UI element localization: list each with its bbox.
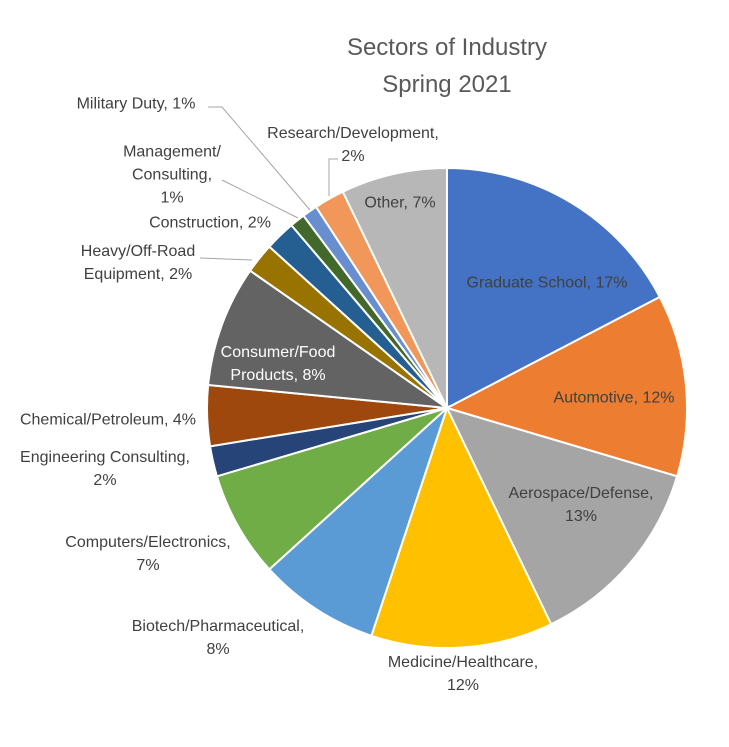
leader-line-military (208, 106, 311, 211)
label-line: Computers/Electronics, (65, 534, 231, 551)
pie-slice-consumer-food-products (207, 269, 451, 410)
label-line: 12% (446, 677, 480, 694)
label-line: Equipment, 2% (83, 266, 193, 283)
label-line: 7% (136, 557, 160, 574)
pie-slice-aerospace-defense (445, 406, 679, 626)
label-consumer: Consumer/Food Products, 8% (221, 341, 336, 387)
label-biotech: Biotech/Pharmaceutical, 8% (132, 615, 305, 661)
label-line: 1% (160, 189, 184, 207)
label-construction: Construction, 2% (149, 214, 271, 232)
pie-slice-biotech-pharmaceutical (267, 404, 450, 638)
label-line: 2% (93, 472, 117, 489)
label-engineering: Engineering Consulting, 2% (20, 446, 190, 492)
label-other: Other, 7% (364, 194, 436, 212)
chart-title-line-2: Spring 2021 (382, 71, 512, 98)
leader-line-management (221, 179, 299, 219)
label-line: Aerospace/Defense, (508, 485, 654, 502)
label-management: Management/Consulting, 1% (123, 141, 221, 210)
label-computers: Computers/Electronics, 7% (65, 531, 230, 577)
label-line: Consumer/Food (220, 344, 336, 361)
label-line: Engineering Consulting, (20, 449, 190, 466)
label-line: 2% (341, 148, 365, 165)
label-automotive: Automotive, 12% (553, 389, 675, 407)
leader-line-research (328, 158, 338, 196)
leader-line-heavy (199, 257, 253, 261)
pie-slice-graduate-school (446, 166, 662, 410)
label-medicine: Medicine/Healthcare, 12% (388, 651, 538, 697)
label-line: Management/ (123, 143, 221, 161)
label-line: Products, 8% (230, 367, 326, 384)
label-line: Medicine/Healthcare, (387, 654, 539, 671)
label-chemical: Chemical/Petroleum, 4% (19, 411, 197, 429)
label-line: Consulting, (131, 166, 213, 184)
label-graduate-school: Graduate School, 17% (466, 274, 628, 292)
pie-slice-automotive (444, 295, 688, 478)
pie-slice-computers-electronics (215, 407, 448, 571)
label-line: 8% (206, 641, 230, 658)
label-line: Research/Development, (267, 125, 439, 142)
label-line: 13% (564, 508, 598, 525)
label-aerospace: Aerospace/Defense, 13% (509, 482, 654, 528)
label-line: Heavy/Off-Road (80, 243, 196, 260)
label-heavy: Heavy/Off-Road Equipment, 2% (81, 240, 195, 286)
label-research: Research/Development, 2% (267, 122, 439, 168)
chart-title-line-1: Sectors of Industry (346, 34, 548, 61)
label-line: Biotech/Pharmaceutical, (131, 618, 305, 635)
pie-slice-other (341, 166, 448, 409)
label-military: Military Duty, 1% (76, 95, 196, 113)
pie-slice-medicine-healthcare (370, 405, 553, 649)
